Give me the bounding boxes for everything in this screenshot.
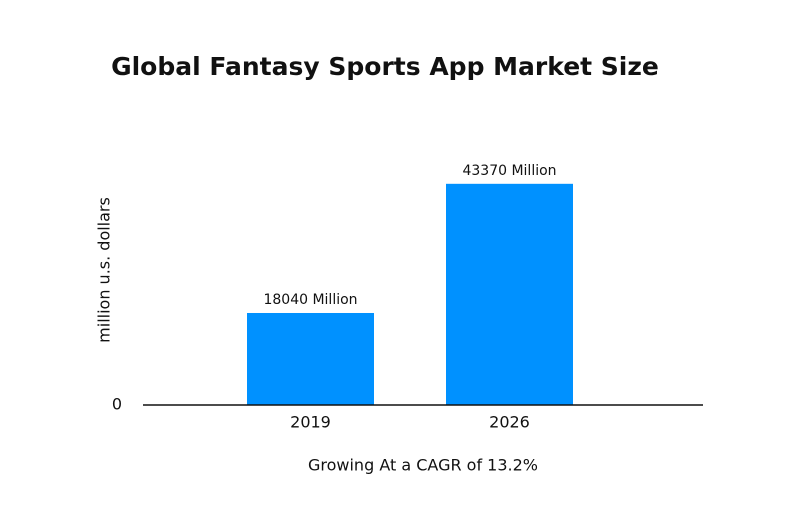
bar xyxy=(247,312,374,405)
x-tick-label: 2026 xyxy=(489,413,530,432)
x-tick-label: 2019 xyxy=(290,413,331,432)
data-label: 18040 Million xyxy=(263,292,357,308)
y-axis-label: million u.s. dollars xyxy=(95,197,114,343)
bar xyxy=(446,183,573,405)
data-label: 43370 Million xyxy=(462,163,556,179)
y-tick-label: 0 xyxy=(112,395,122,414)
x-axis-label: Growing At a CAGR of 13.2% xyxy=(308,456,538,475)
chart-title: Global Fantasy Sports App Market Size xyxy=(111,52,659,81)
